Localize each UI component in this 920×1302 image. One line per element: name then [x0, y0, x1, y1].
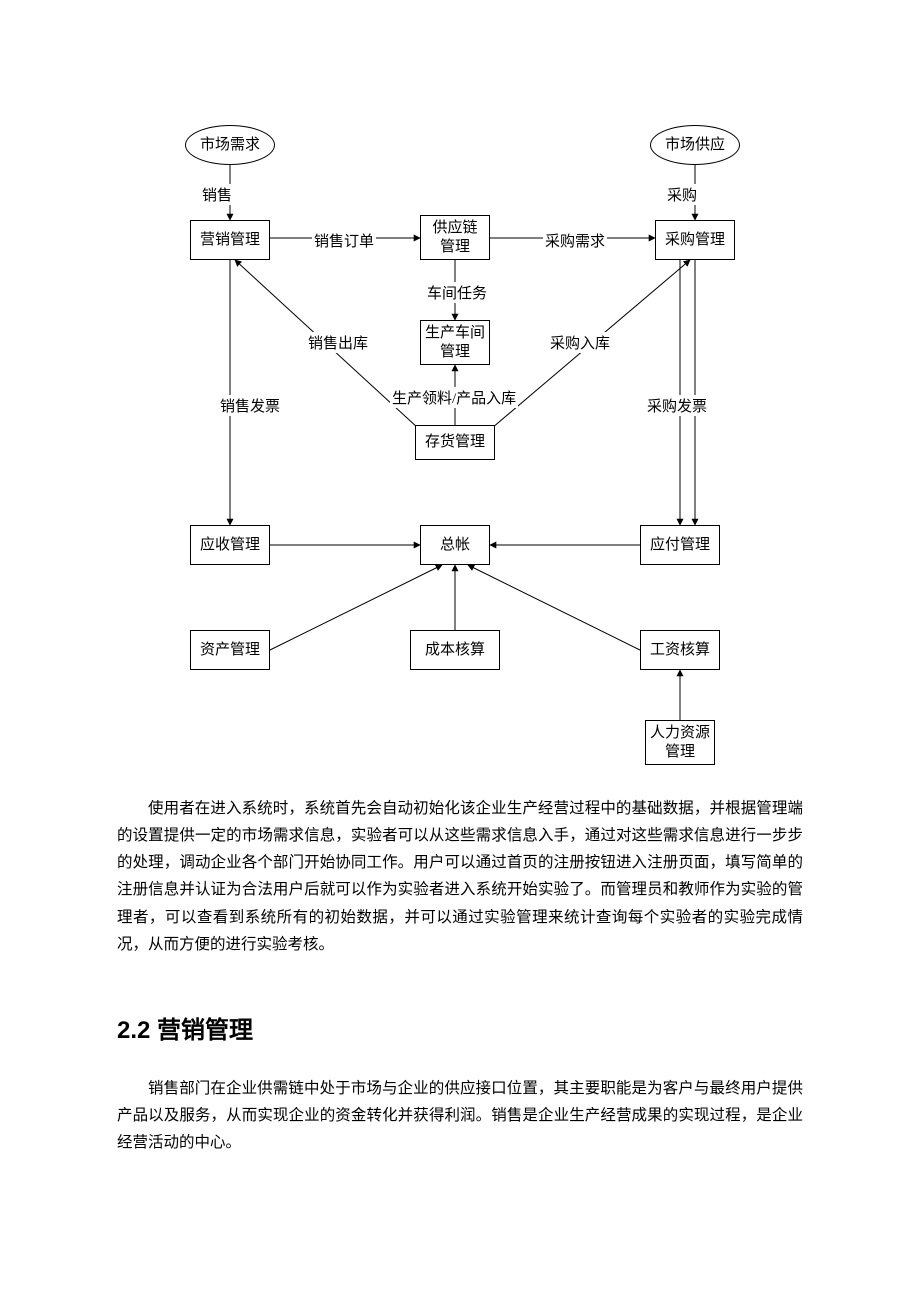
edge-label: 采购入库: [548, 332, 612, 353]
edge-label: 采购: [665, 184, 699, 205]
flowchart-diagram: 市场需求 市场供应营销管理 供应链 管理 采购管理生产车间 管理存货管理应收管理 总帐 应…: [0, 0, 920, 790]
edge-label: 采购发票: [645, 395, 709, 416]
node-payable: 应付管理: [640, 525, 720, 565]
edge-label: 销售发票: [218, 395, 282, 416]
edge-label: 销售: [200, 184, 234, 205]
node-workshop: 生产车间 管理: [420, 320, 490, 365]
node-receivable: 应收管理: [190, 525, 270, 565]
section-heading: 2.2 营销管理: [117, 1010, 253, 1045]
node-ledger: 总帐: [420, 525, 490, 565]
node-procurement: 采购管理: [655, 220, 735, 260]
node-payroll: 工资核算: [640, 630, 720, 670]
edge-label: 销售订单: [312, 230, 376, 251]
edge-label: 采购需求: [543, 230, 607, 251]
node-marketing: 营销管理: [190, 220, 270, 260]
paragraph-2: 销售部门在企业供需链中处于市场与企业的供应接口位置，其主要职能是为客户与最终用户…: [117, 1075, 803, 1156]
document-page: 市场需求 市场供应营销管理 供应链 管理 采购管理生产车间 管理存货管理应收管理 总帐 应…: [0, 0, 920, 1302]
node-hr: 人力资源 管理: [645, 720, 715, 765]
edge-label: 生产领料/产品入库: [390, 387, 518, 408]
node-asset: 资产管理: [190, 630, 270, 670]
paragraph-1: 使用者在进入系统时，系统首先会自动初始化该企业生产经营过程中的基础数据，并根据管…: [117, 795, 803, 958]
node-inventory: 存货管理: [415, 425, 495, 460]
node-market_supply: 市场供应: [650, 125, 740, 165]
node-supply_chain: 供应链 管理: [420, 215, 490, 260]
edge-label: 销售出库: [306, 332, 370, 353]
edge-label: 车间任务: [425, 282, 489, 303]
node-cost: 成本核算: [410, 630, 500, 670]
node-market_demand: 市场需求: [185, 125, 275, 165]
